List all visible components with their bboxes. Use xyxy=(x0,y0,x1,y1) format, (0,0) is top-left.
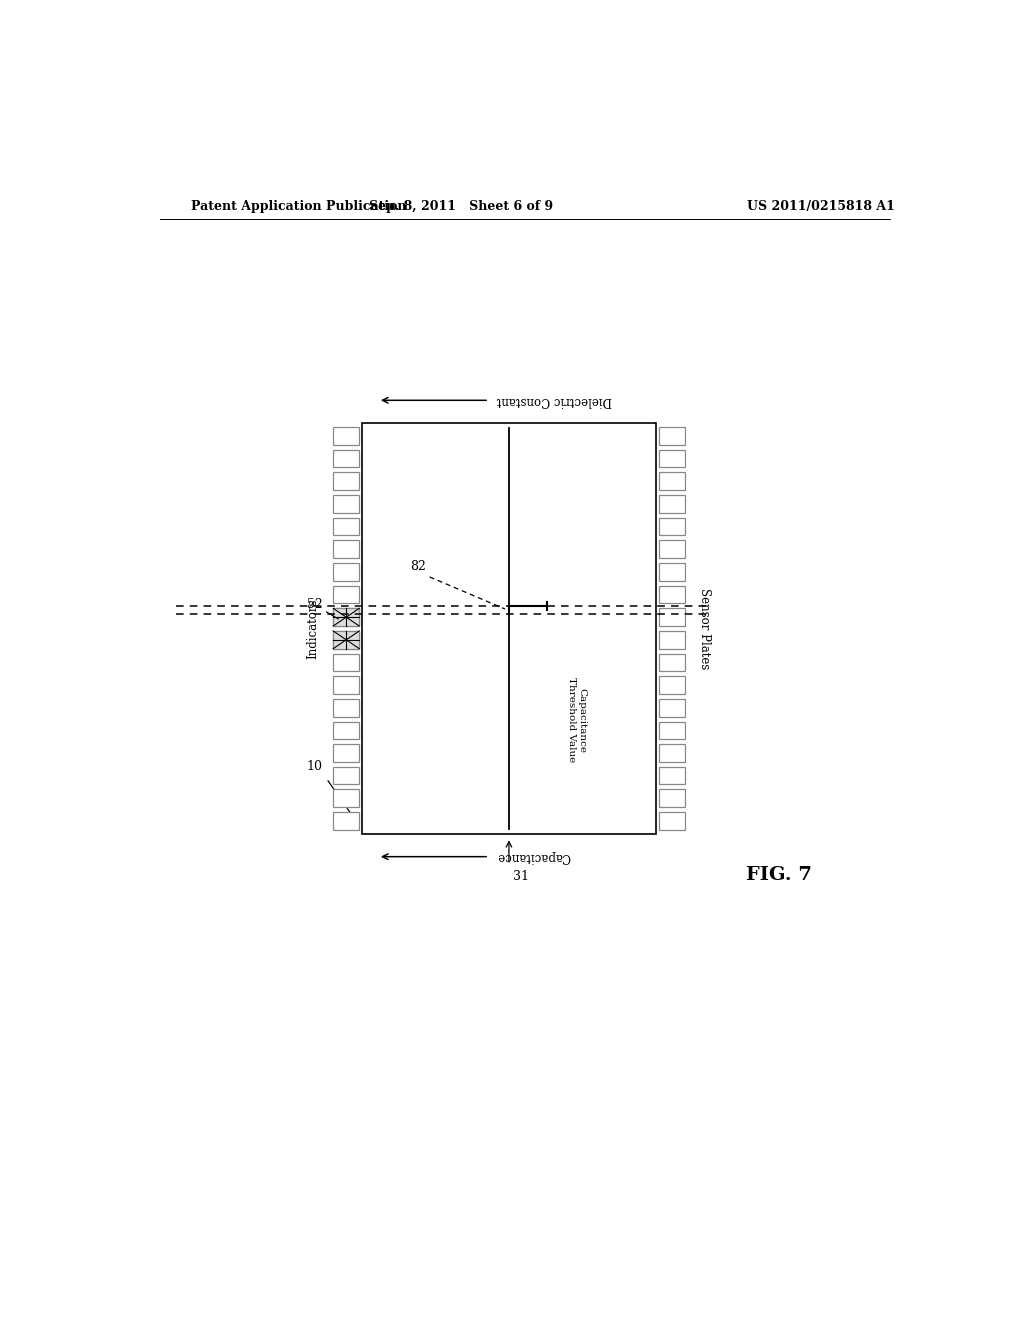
Bar xyxy=(333,676,359,694)
Bar xyxy=(658,631,685,648)
Bar xyxy=(333,450,359,467)
Text: 10: 10 xyxy=(306,760,323,774)
Bar xyxy=(333,517,359,536)
Bar xyxy=(333,495,359,512)
Bar xyxy=(333,631,359,648)
Bar xyxy=(333,767,359,784)
Text: US 2011/0215818 A1: US 2011/0215818 A1 xyxy=(748,199,895,213)
Bar xyxy=(333,812,359,830)
Text: 82: 82 xyxy=(410,560,426,573)
Bar xyxy=(333,698,359,717)
Bar xyxy=(658,767,685,784)
Text: Sensor Plates: Sensor Plates xyxy=(698,587,712,669)
Bar xyxy=(658,722,685,739)
Bar xyxy=(333,586,359,603)
Bar xyxy=(658,517,685,536)
Bar xyxy=(333,540,359,558)
Bar xyxy=(658,609,685,626)
Bar xyxy=(333,473,359,490)
Bar xyxy=(658,450,685,467)
Bar xyxy=(658,789,685,807)
Bar xyxy=(333,609,359,626)
Bar xyxy=(658,586,685,603)
Text: Indicators: Indicators xyxy=(306,598,319,659)
Bar xyxy=(333,609,359,626)
Bar xyxy=(658,744,685,762)
Bar xyxy=(362,422,655,834)
Bar xyxy=(658,812,685,830)
Bar xyxy=(658,473,685,490)
Bar xyxy=(333,744,359,762)
Text: 31: 31 xyxy=(513,870,528,883)
Bar xyxy=(658,676,685,694)
Text: Dielectric Constant: Dielectric Constant xyxy=(497,393,612,407)
Bar xyxy=(658,653,685,672)
Bar xyxy=(658,428,685,445)
Bar xyxy=(333,653,359,672)
Bar xyxy=(333,564,359,581)
Bar xyxy=(333,789,359,807)
Bar xyxy=(333,631,359,648)
Text: 52: 52 xyxy=(306,598,323,611)
Bar xyxy=(333,722,359,739)
Bar xyxy=(658,495,685,512)
Text: FIG. 7: FIG. 7 xyxy=(745,866,812,884)
Bar xyxy=(658,698,685,717)
Bar xyxy=(658,540,685,558)
Text: Capacitance
Threshold Value: Capacitance Threshold Value xyxy=(566,677,586,763)
Text: Patent Application Publication: Patent Application Publication xyxy=(191,199,407,213)
Text: Sep. 8, 2011   Sheet 6 of 9: Sep. 8, 2011 Sheet 6 of 9 xyxy=(370,199,553,213)
Bar xyxy=(658,564,685,581)
Text: Capacitance: Capacitance xyxy=(497,850,570,863)
Bar xyxy=(333,428,359,445)
